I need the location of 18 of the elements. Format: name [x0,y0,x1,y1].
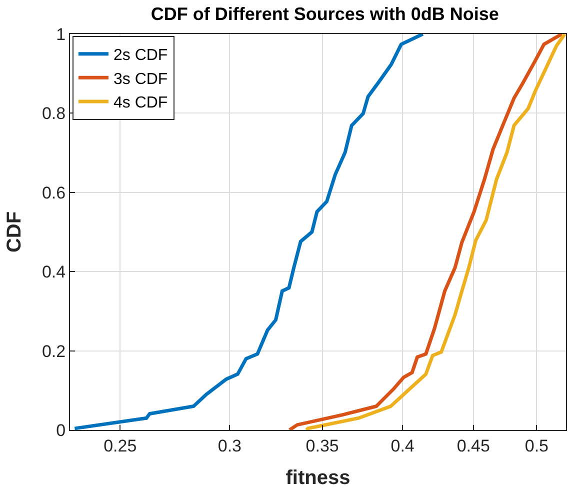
x-tick-label: 0.45 [456,436,490,456]
x-tick-label: 0.35 [306,436,339,456]
y-tick-label: 0.6 [42,183,66,202]
legend-label: 2s CDF [113,47,168,64]
y-tick-label: 1 [56,24,66,44]
y-tick-label: 0.4 [42,262,66,282]
x-tick-label: 0.5 [524,436,548,456]
y-tick-label: 0 [56,420,66,440]
x-tick-label: 0.3 [218,436,242,456]
x-axis-title: fitness [286,466,350,489]
legend-label: 3s CDF [113,70,168,88]
chart-title: CDF of Different Sources with 0dB Noise [150,4,499,24]
legend-label: 4s CDF [113,94,168,112]
y-axis-title: CDF [3,211,26,253]
y-tick-label: 0.8 [42,104,66,124]
x-tick-label: 0.4 [390,436,414,456]
y-tick-label: 0.2 [42,342,66,361]
x-tick-label: 0.25 [104,436,137,456]
